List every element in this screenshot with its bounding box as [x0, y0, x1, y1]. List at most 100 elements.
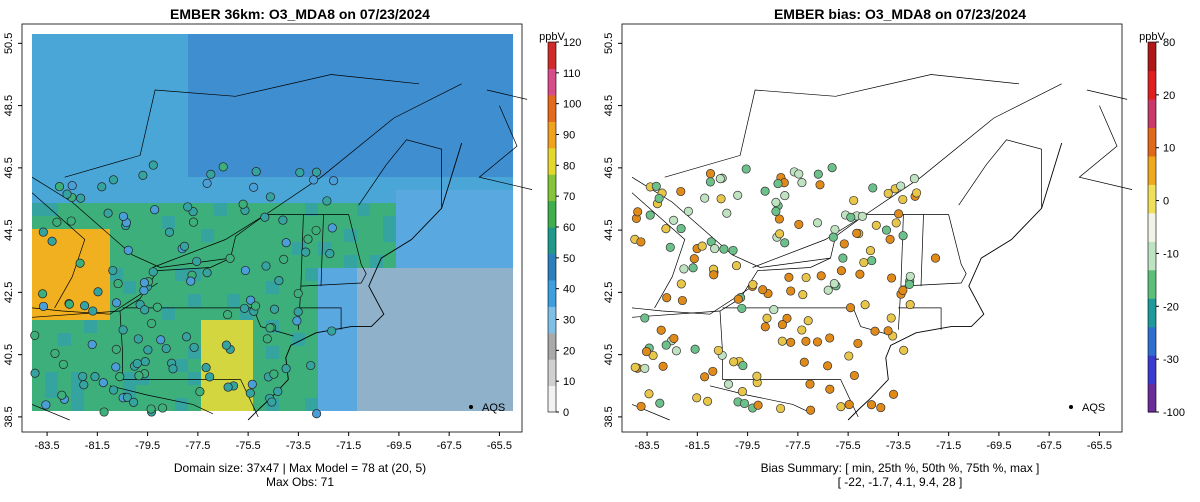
model-colorbar-segment: [548, 279, 556, 307]
model-grid-cell: [279, 86, 292, 99]
model-grid-cell: [58, 242, 71, 255]
obs-dot: [293, 288, 303, 299]
model-grid-cell: [487, 359, 500, 372]
model-grid-cell: [357, 268, 370, 281]
model-grid-cell: [97, 398, 110, 411]
model-grid-cell: [474, 138, 487, 151]
model-grid-cell: [227, 34, 240, 47]
model-grid-cell: [318, 151, 331, 164]
obs-dot: [108, 175, 119, 185]
bias-dot: [805, 379, 815, 389]
model-grid-cell: [188, 112, 201, 125]
model-grid-cell: [357, 164, 370, 177]
model-grid-cell: [214, 320, 227, 333]
model-grid-cell: [175, 34, 188, 47]
model-grid-cell: [461, 385, 474, 398]
obs-dot: [38, 227, 48, 237]
bias-dot: [752, 371, 762, 381]
model-grid-cell: [162, 307, 175, 320]
model-grid-cell: [71, 307, 84, 320]
model-grid-cell: [500, 242, 513, 255]
model-grid-cell: [214, 60, 227, 73]
bias-dot: [676, 224, 686, 234]
model-grid-cell: [500, 398, 513, 411]
obs-dot: [223, 382, 233, 392]
obs-dot: [303, 234, 313, 244]
model-grid-cell: [409, 320, 422, 333]
model-grid-cell: [266, 60, 279, 73]
model-grid-cell: [461, 138, 474, 151]
bias-map: -83.5 -81.5 -79.5 -77.5 -75.5 -73.5 -71.5 -69.5…: [603, 23, 1185, 452]
bias-dot: [812, 218, 823, 228]
obs-dot: [148, 160, 158, 170]
model-grid-cell: [409, 398, 422, 411]
obs-dot: [132, 358, 142, 369]
model-grid-cell: [461, 333, 474, 346]
model-grid-cell: [110, 164, 123, 177]
obs-dot: [79, 380, 89, 390]
model-grid-cell: [123, 255, 136, 268]
obs-dot: [98, 378, 108, 388]
model-grid-cell: [370, 216, 383, 229]
obs-dot: [269, 369, 279, 379]
model-grid-cell: [305, 255, 318, 268]
model-grid-cell: [357, 281, 370, 294]
model-grid-cell: [214, 372, 227, 385]
model-grid-cell: [344, 99, 357, 112]
model-grid-cell: [461, 359, 474, 372]
bias-dot: [665, 242, 675, 252]
boundary-line: [898, 307, 942, 330]
model-grid-cell: [396, 177, 409, 190]
model-grid-cell: [188, 359, 201, 372]
model-grid-cell: [279, 164, 292, 177]
x-tick-label: -73.5: [886, 440, 911, 452]
model-grid-cell: [253, 268, 266, 281]
model-grid-cell: [383, 372, 396, 385]
model-grid-cell: [136, 242, 149, 255]
model-grid-cell: [201, 60, 214, 73]
model-grid-cell: [149, 125, 162, 138]
model-grid-cell: [344, 385, 357, 398]
model-grid-cell: [500, 255, 513, 268]
model-grid-cell: [318, 346, 331, 359]
model-grid-cell: [227, 73, 240, 86]
model-grid-cell: [292, 346, 305, 359]
model-grid-cell: [188, 190, 201, 203]
boundary-line: [298, 307, 342, 330]
model-grid-cell: [487, 164, 500, 177]
model-grid-cell: [58, 112, 71, 125]
model-grid-cell: [266, 229, 279, 242]
model-grid-cell: [383, 203, 396, 216]
obs-dot: [164, 227, 175, 237]
model-grid-cell: [318, 47, 331, 60]
bias-dot: [866, 400, 877, 410]
model-grid-cell: [487, 112, 500, 125]
model-grid-cell: [84, 229, 97, 242]
model-grid-cell: [422, 320, 435, 333]
model-grid-cell: [32, 125, 45, 138]
obs-dot: [78, 371, 88, 382]
model-grid-cell: [305, 86, 318, 99]
model-grid-cell: [383, 125, 396, 138]
model-grid-cell: [331, 73, 344, 86]
obs-dot: [205, 372, 215, 382]
model-grid-cell: [448, 268, 461, 281]
model-grid-cell: [318, 268, 331, 281]
model-grid-cell: [71, 138, 84, 151]
model-grid-cell: [266, 294, 279, 307]
model-grid-cell: [461, 268, 474, 281]
bias-colorbar-segment: [1148, 127, 1156, 157]
model-grid-cell: [409, 73, 422, 86]
model-grid-cell: [188, 47, 201, 60]
model-grid-cell: [331, 242, 344, 255]
bias-dot: [829, 279, 839, 289]
model-grid-cell: [227, 47, 240, 60]
model-grid-cell: [32, 60, 45, 73]
model-grid-cell: [71, 385, 84, 398]
model-grid-cell: [58, 99, 71, 112]
model-grid-cell: [149, 73, 162, 86]
model-grid-cell: [487, 190, 500, 203]
model-colorbar-segment: [548, 332, 556, 360]
obs-dot: [295, 167, 305, 178]
model-grid-cell: [357, 216, 370, 229]
